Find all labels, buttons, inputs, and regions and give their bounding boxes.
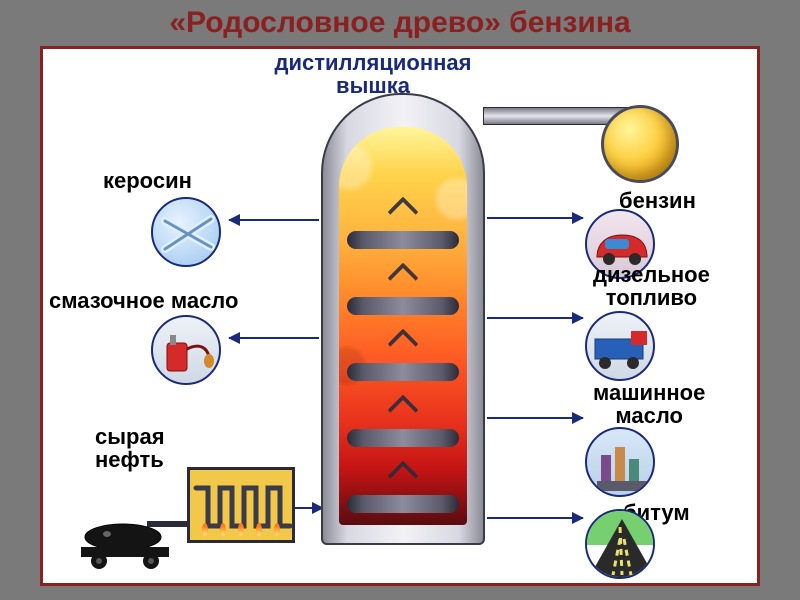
arrow-kerosene xyxy=(229,219,319,221)
icon-bitumen xyxy=(585,509,655,579)
label-machine-oil: машинное масло xyxy=(593,381,705,427)
flame-icon xyxy=(202,523,208,537)
page-title: «Родословное древо» бензина xyxy=(0,0,800,42)
label-lubricant: смазочное масло xyxy=(49,289,238,312)
arrow-gasoline xyxy=(487,217,583,219)
arrow-machine-oil xyxy=(487,417,583,419)
tower-label: дистилляционная вышка xyxy=(223,51,523,97)
tray-2 xyxy=(347,297,459,315)
tower-cutaway xyxy=(339,127,467,525)
icon-lubricant xyxy=(151,315,221,385)
tray-4 xyxy=(347,429,459,447)
flame-icon xyxy=(274,523,280,537)
arrow-lubricant xyxy=(229,337,319,339)
label-crude: сырая нефть xyxy=(95,425,165,471)
label-gasoline: бензин xyxy=(619,189,696,212)
condenser-vessel xyxy=(601,105,679,183)
arrow-crude-in xyxy=(295,507,323,509)
furnace xyxy=(187,467,295,543)
tray-1 xyxy=(347,231,459,249)
arrow-bitumen xyxy=(487,517,583,519)
tray-5 xyxy=(347,495,459,513)
label-kerosene: керосин xyxy=(103,169,192,192)
flame-icon xyxy=(256,523,262,537)
tray-3 xyxy=(347,363,459,381)
flame-icon xyxy=(238,523,244,537)
diagram-frame: дистилляционная вышка керосин смазочное … xyxy=(40,46,760,586)
icon-kerosene xyxy=(151,197,221,267)
tanker-truck-icon xyxy=(77,519,177,571)
flame-icon xyxy=(220,523,226,537)
label-diesel: дизельное топливо xyxy=(593,263,710,309)
arrow-diesel xyxy=(487,317,583,319)
icon-machine-oil xyxy=(585,427,655,497)
icon-diesel xyxy=(585,311,655,381)
